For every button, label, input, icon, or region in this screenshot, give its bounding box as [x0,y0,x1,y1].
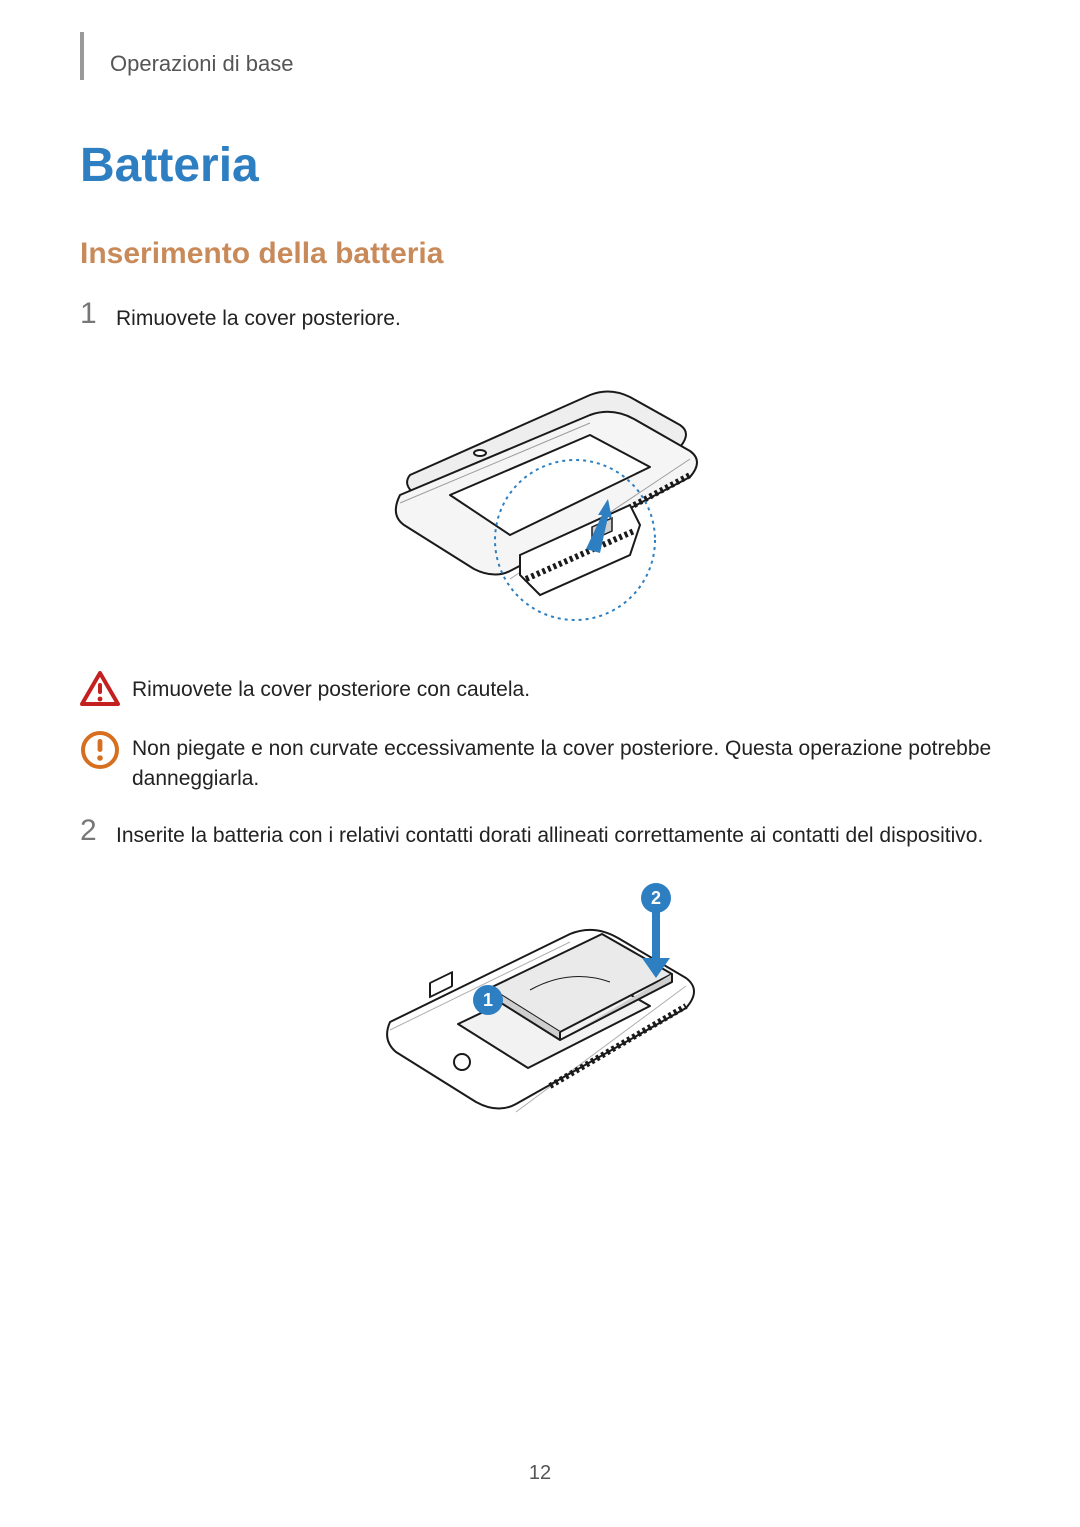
battery-insert-illustration: 2 1 [350,872,730,1152]
breadcrumb-bar [80,32,84,80]
svg-text:2: 2 [651,888,661,908]
phone-cover-illustration [350,355,730,635]
breadcrumb: Operazioni di base [80,40,1000,88]
step-row: 1 Rimuovete la cover posteriore. [80,299,1000,335]
notice-text: Non piegate e non curvate eccessivamente… [132,730,1000,795]
step-number: 1 [80,299,116,329]
notice-icon [80,730,132,775]
callout-1: 1 [473,985,503,1015]
breadcrumb-text: Operazioni di base [110,51,293,77]
warning-icon [80,671,132,712]
section-title: Inserimento della batteria [80,237,1000,271]
notice-row: Non piegate e non curvate eccessivamente… [80,730,1000,795]
svg-text:1: 1 [483,990,493,1010]
warning-text: Rimuovete la cover posteriore con cautel… [132,671,530,705]
step-number: 2 [80,816,116,846]
step-row: 2 Inserite la batteria con i relativi co… [80,816,1000,852]
page-title: Batteria [80,138,1000,193]
illustration-remove-cover [80,355,1000,635]
step-text: Rimuovete la cover posteriore. [116,299,1000,335]
page-number: 12 [0,1462,1080,1485]
step-text: Inserite la batteria con i relativi cont… [116,816,1000,852]
warning-row: Rimuovete la cover posteriore con cautel… [80,671,1000,712]
illustration-insert-battery: 2 1 [80,872,1000,1152]
